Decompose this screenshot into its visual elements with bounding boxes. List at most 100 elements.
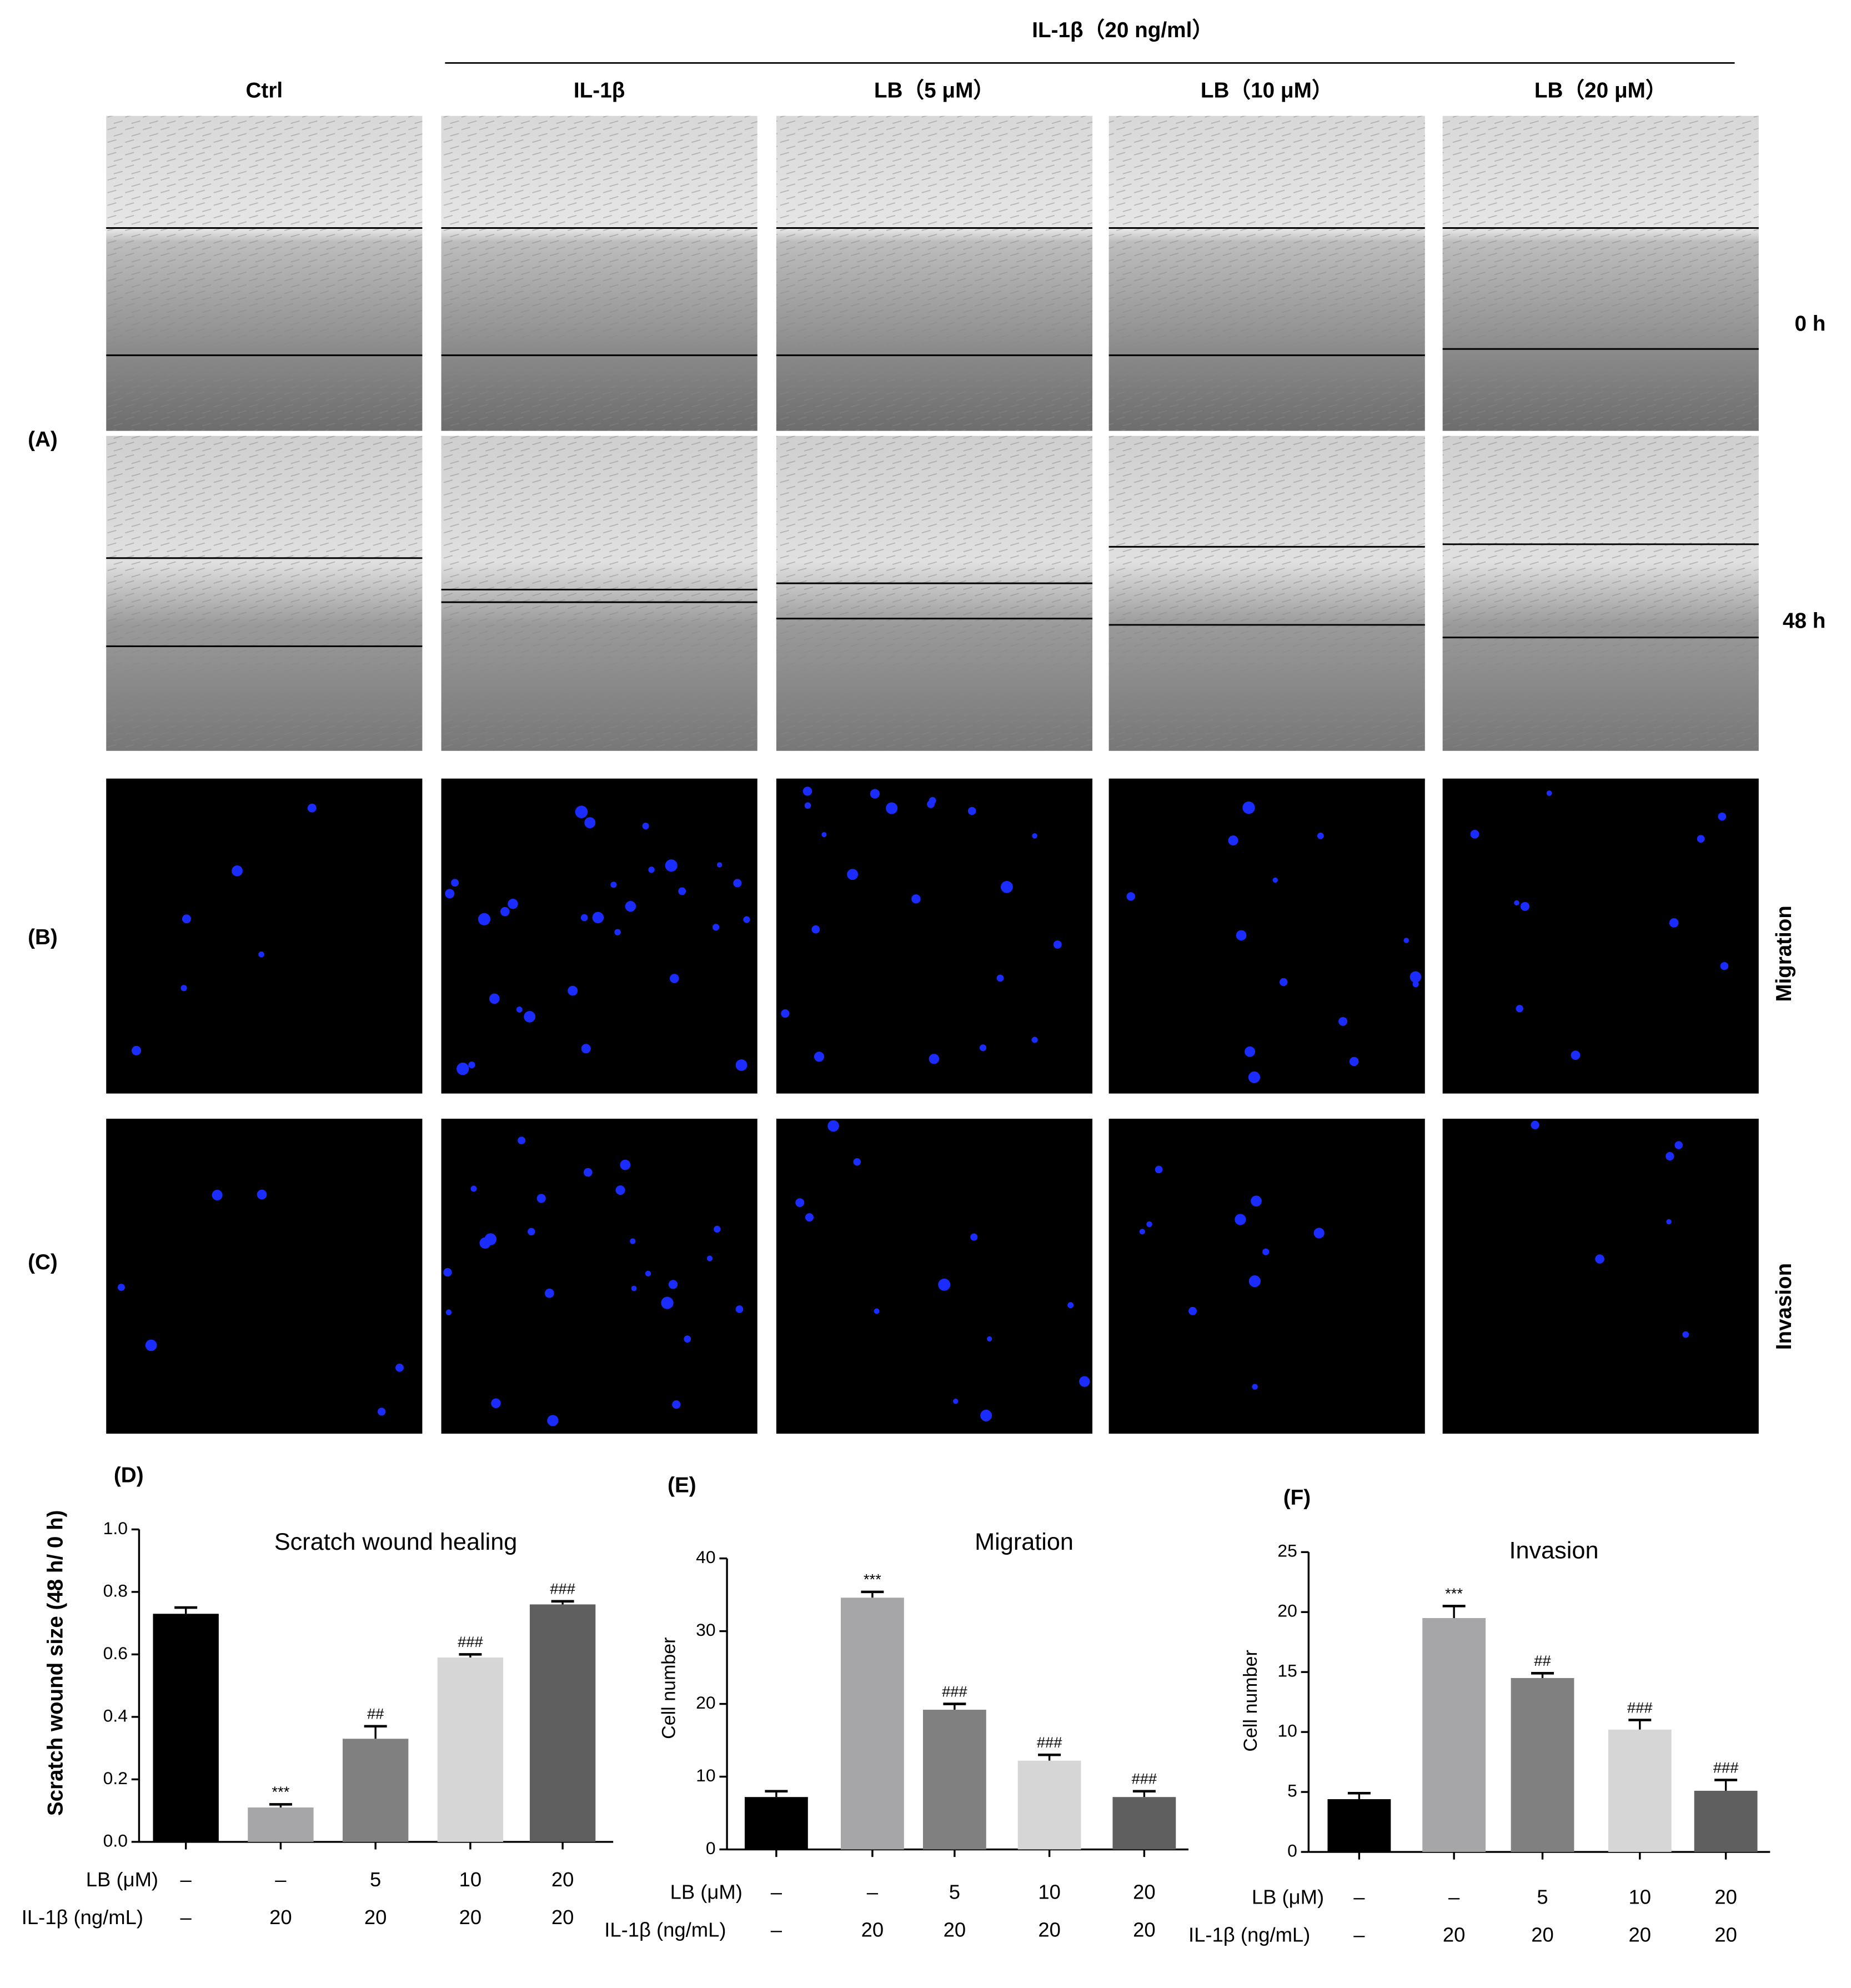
y-axis-label: Cell number (659, 1638, 680, 1739)
y-tick-label: 0.4 (103, 1705, 128, 1725)
nucleus (528, 1228, 535, 1236)
nucleus (1531, 1120, 1539, 1129)
nucleus (180, 985, 187, 992)
group-label: IL-1β（20 ng/ml） (1032, 18, 1213, 42)
y-tick-label: 10 (1277, 1721, 1297, 1741)
condition-value: – (1353, 1924, 1365, 1946)
bar (1112, 1797, 1176, 1850)
bar (342, 1739, 409, 1842)
nucleus (870, 789, 880, 799)
nucleus (1242, 801, 1255, 814)
nucleus (1546, 790, 1552, 796)
nucleus (716, 862, 723, 868)
y-tick-label: 20 (1277, 1601, 1297, 1621)
fluorescence-image (441, 778, 758, 1094)
nucleus (781, 1009, 790, 1018)
nucleus (1126, 892, 1136, 901)
nucleus (811, 925, 820, 934)
y-tick-label: 30 (696, 1620, 715, 1640)
y-tick-label: 0.6 (103, 1643, 128, 1663)
nucleus (620, 1159, 631, 1170)
nucleus (821, 832, 827, 838)
nucleus (1595, 1254, 1604, 1264)
nucleus (484, 1233, 497, 1245)
nucleus (584, 817, 596, 829)
cell-texture (1442, 116, 1759, 431)
column-label: LB（10 μM） (1201, 79, 1333, 103)
nucleus (468, 1061, 475, 1069)
nucleus (568, 985, 578, 996)
row-label: (C) (28, 1250, 58, 1274)
nucleus (805, 1213, 814, 1222)
condition-value: – (275, 1868, 287, 1891)
nucleus (1272, 877, 1278, 883)
nucleus (665, 859, 678, 872)
nucleus (1349, 1056, 1359, 1066)
nucleus (631, 1285, 637, 1291)
y-tick-label: 10 (696, 1765, 715, 1785)
nucleus (1412, 981, 1419, 988)
condition-value: – (771, 1881, 782, 1904)
assay-label: Invasion (1772, 1263, 1796, 1350)
y-tick-label: 20 (696, 1692, 715, 1712)
nucleus (1188, 1306, 1197, 1315)
nucleus (953, 1399, 959, 1404)
cell-texture (776, 435, 1093, 751)
column-label: IL-1β (574, 79, 625, 103)
nucleus (1470, 829, 1479, 839)
y-tick-label: 0.0 (103, 1830, 128, 1850)
significance: ### (942, 1682, 967, 1700)
nucleus (1235, 1214, 1246, 1225)
nucleus (518, 1136, 526, 1145)
nucleus (661, 1296, 674, 1309)
nucleus (1001, 881, 1013, 893)
nucleus (847, 869, 859, 880)
bar (840, 1598, 904, 1850)
nucleus (1313, 1228, 1325, 1239)
nucleus (1262, 1248, 1270, 1255)
nucleus (669, 974, 679, 983)
nucleus (804, 802, 811, 809)
y-tick-label: 5 (1287, 1781, 1297, 1801)
nucleus (911, 894, 921, 904)
nucleus (232, 865, 243, 877)
nucleus (1236, 930, 1247, 941)
nucleus (668, 1280, 678, 1289)
condition-value: 5 (370, 1868, 381, 1891)
condition-value: – (180, 1906, 192, 1929)
condition-value: 20 (551, 1906, 574, 1929)
column-label: LB（5 μM） (874, 79, 995, 103)
nucleus (258, 951, 264, 958)
condition-value: 20 (269, 1906, 292, 1929)
nucleus (524, 1010, 536, 1023)
nucleus (451, 879, 459, 887)
nucleus (814, 1051, 825, 1062)
nucleus (886, 802, 898, 814)
nucleus (672, 1400, 681, 1409)
condition-value: 5 (949, 1881, 960, 1904)
fluorescence-image (1442, 1119, 1759, 1434)
nucleus (1520, 902, 1530, 911)
condition-value: 20 (1133, 1881, 1156, 1904)
nucleus (1403, 938, 1409, 943)
nucleus (735, 1305, 744, 1313)
nucleus (1666, 1151, 1674, 1161)
condition-name: IL-1β (ng/mL) (22, 1906, 143, 1929)
nucleus (678, 887, 686, 895)
significance: ## (1534, 1652, 1551, 1669)
nucleus (630, 1238, 636, 1244)
nucleus (583, 1168, 593, 1177)
nucleus (743, 916, 750, 923)
panel-label: (D) (114, 1463, 144, 1487)
nucleus (610, 882, 617, 888)
nucleus (1571, 1050, 1581, 1060)
nucleus (1669, 918, 1679, 928)
nucleus (575, 805, 588, 818)
nucleus (802, 787, 812, 796)
nucleus (443, 1268, 452, 1277)
significance: ### (1037, 1734, 1062, 1751)
nucleus (1146, 1221, 1152, 1228)
condition-name: IL-1β (ng/mL) (1188, 1924, 1310, 1946)
nucleus (1317, 832, 1324, 839)
nucleus (1079, 1376, 1090, 1387)
